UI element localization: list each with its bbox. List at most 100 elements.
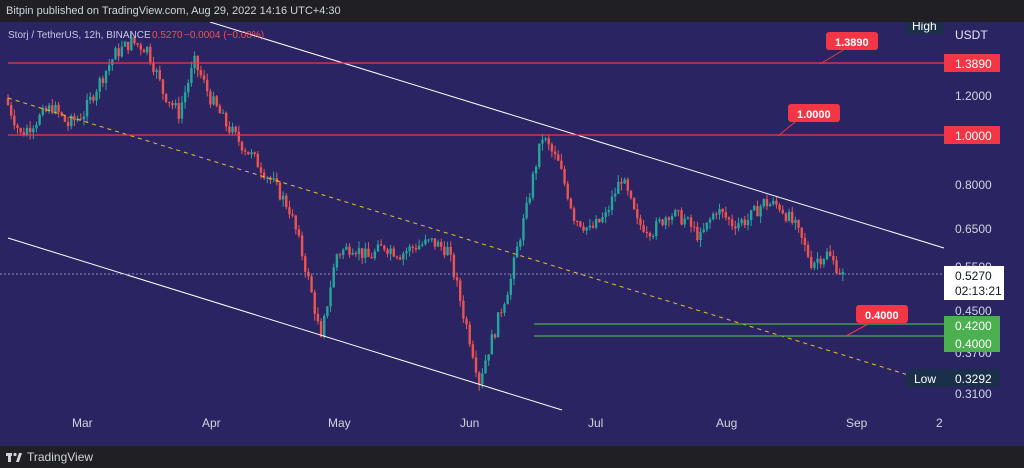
candle-body (234, 126, 237, 132)
callout-r1-text: 1.3890 (835, 37, 869, 49)
candle-body (323, 316, 326, 337)
candle-body (111, 59, 114, 66)
callout-s1[interactable]: 0.4000 (845, 305, 908, 337)
candle-body (379, 244, 383, 246)
candle-body (101, 78, 105, 83)
candle-body (645, 231, 648, 233)
callout-s1-leader (845, 323, 869, 337)
candle-body (642, 225, 645, 232)
time-label: 2 (936, 416, 943, 430)
candle-body (762, 199, 765, 207)
axis-badge-r1-text: 1.3890 (955, 57, 992, 71)
candle-body (209, 91, 212, 105)
candle-body (496, 312, 500, 338)
candle-body (544, 138, 547, 140)
candle-body (89, 96, 92, 101)
candle-body (427, 239, 430, 241)
candle-body (800, 227, 803, 238)
candle-body (639, 218, 642, 226)
candle-body (47, 105, 51, 112)
callout-r1-box (826, 32, 878, 50)
candle-body (259, 167, 263, 173)
candle-body (636, 209, 639, 219)
candle-body (32, 128, 35, 133)
candle-body (348, 246, 351, 255)
candle-body (104, 70, 108, 83)
time-label: Apr (202, 416, 221, 430)
candle-body (190, 67, 193, 83)
candle-body (82, 116, 86, 120)
candle-body (610, 196, 614, 211)
candle-body (534, 166, 538, 174)
candle-body (828, 251, 832, 256)
candle-body (28, 127, 32, 133)
candle-body (598, 218, 601, 223)
candle-body (519, 240, 522, 247)
low-label: Low (914, 372, 936, 386)
candle-body (370, 256, 373, 259)
callout-r2-box (788, 104, 840, 122)
candle-body (44, 107, 48, 112)
candles-layer (6, 31, 845, 391)
callout-r2-text: 1.0000 (797, 109, 831, 121)
callout-r2[interactable]: 1.0000 (777, 104, 840, 137)
candle-body (304, 256, 307, 272)
candle-body (620, 182, 623, 184)
candle-body (746, 220, 750, 226)
candle-body (509, 278, 512, 295)
candle-body (569, 198, 573, 209)
candle-body (433, 238, 437, 247)
candle-body (487, 354, 490, 361)
candle-body (626, 179, 630, 191)
candle-body (791, 211, 794, 223)
candle-body (822, 259, 826, 265)
candle-body (139, 44, 143, 50)
tradingview-logo[interactable]: TradingView (6, 450, 93, 464)
footer-bar: TradingView (0, 446, 1024, 468)
candle-body (212, 96, 215, 105)
candle-body (525, 202, 528, 219)
chart-area[interactable]: Storj / TetherUS, 12h, BINANCE 0.5270 −0… (0, 16, 1024, 446)
candle-body (130, 37, 133, 51)
candle-body (541, 139, 544, 144)
candle-body (772, 200, 775, 205)
low-value-badge (944, 369, 1000, 387)
candle-body (38, 114, 41, 125)
candle-body (765, 199, 769, 207)
candle-body (557, 154, 560, 161)
candle-body (247, 151, 250, 155)
candle-body (228, 126, 231, 133)
candle-body (601, 217, 604, 223)
candle-body (455, 277, 459, 281)
candle-body (405, 251, 408, 254)
candle-body (443, 246, 446, 256)
candle-body (711, 213, 715, 220)
candle-body (740, 219, 743, 224)
candle-body (54, 104, 57, 113)
candle-body (515, 246, 519, 258)
candle-body (781, 209, 784, 214)
candle-body (373, 251, 377, 259)
candle-body (749, 210, 753, 221)
candle-body (680, 210, 683, 225)
price-tick: 1.2000 (955, 89, 992, 103)
candle-body (285, 195, 288, 208)
candle-body (237, 131, 241, 142)
candle-body (310, 276, 313, 293)
candle-body (218, 105, 222, 114)
candle-body (560, 160, 563, 169)
price-chart[interactable]: Storj / TetherUS, 12h, BINANCE 0.5270 −0… (0, 16, 1024, 446)
candle-body (686, 217, 690, 219)
candle-body (126, 41, 130, 51)
candle-body (6, 98, 10, 106)
candle-body (794, 220, 797, 223)
candle-body (803, 237, 807, 245)
callout-r1[interactable]: 1.3890 (819, 32, 878, 65)
candle-body (142, 49, 146, 53)
candle-body (158, 70, 161, 80)
time-label: May (328, 416, 351, 430)
candle-body (743, 219, 747, 226)
channel-midline-dashed (7, 97, 945, 387)
candle-body (664, 217, 667, 226)
candle-body (364, 248, 367, 258)
